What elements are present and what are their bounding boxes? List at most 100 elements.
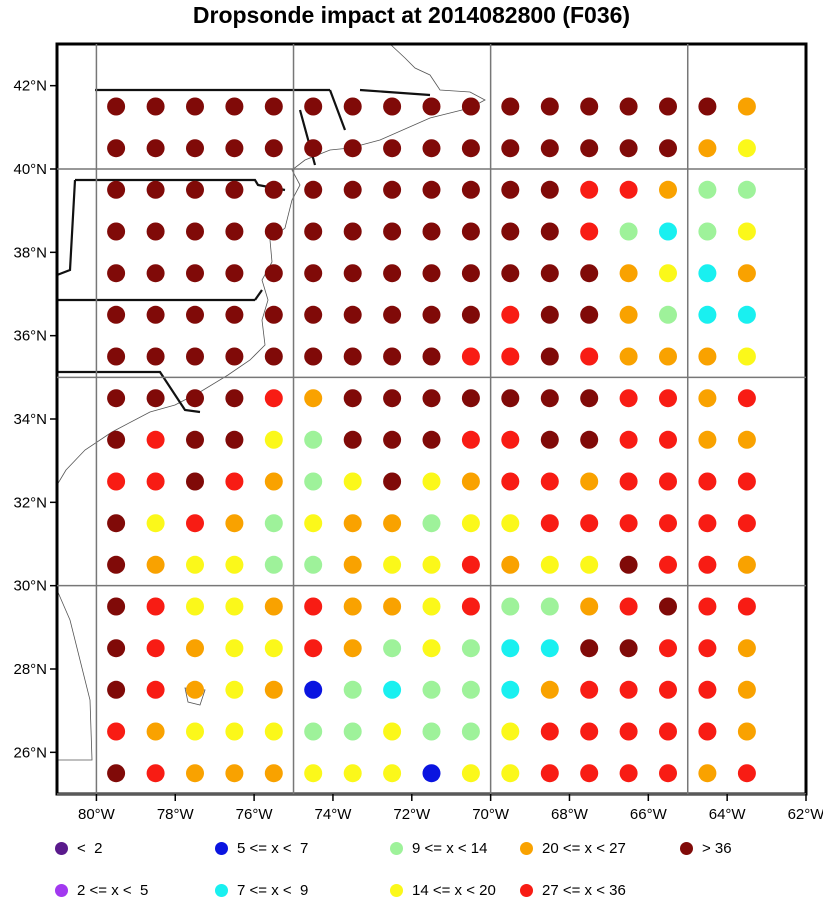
impact-dot [461, 680, 480, 699]
impact-dot [343, 514, 362, 533]
legend-item: > 36 [680, 838, 732, 858]
impact-dot [540, 430, 559, 449]
impact-dot [619, 97, 638, 116]
impact-dot [383, 180, 402, 199]
impact-dot [501, 555, 520, 574]
legend-item: 20 <= x < 27 [520, 838, 626, 858]
impact-dot [186, 680, 204, 699]
legend-label: > 36 [702, 839, 732, 857]
lat-tick-label: 38°N [13, 244, 47, 261]
impact-dot [659, 722, 677, 741]
impact-dot [698, 222, 717, 241]
impact-dot [146, 722, 165, 741]
impact-dot [383, 472, 402, 491]
impact-dot [225, 597, 244, 616]
lon-tick-label: 76°W [236, 806, 274, 823]
impact-dot [343, 264, 362, 283]
impact-dot [540, 555, 559, 574]
lat-tick-label: 28°N [13, 661, 47, 678]
impact-dot [422, 514, 441, 533]
impact-dot [304, 555, 323, 574]
impact-dot [698, 680, 717, 699]
impact-dot [107, 430, 126, 449]
land-layer [56, 43, 486, 761]
impact-dot [146, 139, 165, 158]
impact-dot [186, 764, 204, 783]
impact-dot [146, 97, 165, 116]
impact-dot [619, 180, 638, 199]
impact-dot [461, 264, 480, 283]
impact-dot [659, 597, 677, 616]
impact-dot [146, 472, 165, 491]
impact-dot [383, 389, 402, 408]
impact-dot [146, 597, 165, 616]
impact-dot [422, 680, 441, 699]
lat-tick-label: 36°N [13, 328, 47, 345]
lon-tick-label: 64°W [709, 806, 747, 823]
impact-dot [225, 139, 244, 158]
impact-dot [422, 180, 441, 199]
impact-dot [737, 305, 756, 324]
impact-dot [225, 180, 244, 199]
impact-dot [461, 347, 480, 366]
impact-dot [501, 472, 520, 491]
impact-dot [343, 305, 362, 324]
impact-dot [304, 639, 323, 658]
impact-dot [737, 597, 756, 616]
impact-dot [264, 305, 283, 324]
impact-dot [737, 222, 756, 241]
impact-dot [580, 764, 599, 783]
impact-dot [186, 389, 204, 408]
impact-dot [422, 222, 441, 241]
impact-dot [737, 472, 756, 491]
impact-dot [540, 347, 559, 366]
impact-dot [501, 514, 520, 533]
impact-dot [580, 389, 599, 408]
impact-dot [422, 430, 441, 449]
impact-dot [619, 639, 638, 658]
impact-dot [264, 722, 283, 741]
impact-dot [186, 555, 204, 574]
impact-dot [422, 347, 441, 366]
impact-dot [343, 97, 362, 116]
impact-dot [698, 555, 717, 574]
impact-dot [186, 639, 204, 658]
impact-dot [343, 722, 362, 741]
impact-dot [461, 597, 480, 616]
impact-dot [343, 389, 362, 408]
legend-label: 27 <= x < 36 [542, 881, 626, 899]
impact-dot [186, 722, 204, 741]
impact-dot [264, 639, 283, 658]
legend-label: 7 <= x < 9 [237, 881, 309, 899]
chart-title: Dropsonde impact at 2014082800 (F036) [192, 2, 631, 28]
impact-dot [737, 430, 756, 449]
impact-dot [698, 264, 717, 283]
impact-dot [107, 639, 126, 658]
impact-dot [659, 139, 677, 158]
impact-dot [107, 305, 126, 324]
impact-dot [461, 639, 480, 658]
impact-dot [737, 389, 756, 408]
impact-dot [146, 514, 165, 533]
impact-dot [698, 514, 717, 533]
impact-dot [304, 389, 323, 408]
impact-dot [186, 430, 204, 449]
impact-dot [619, 222, 638, 241]
impact-dot [186, 347, 204, 366]
legend-swatch [215, 883, 228, 897]
impact-dot [186, 139, 204, 158]
legend-item: 2 <= x < 5 [55, 880, 148, 900]
impact-dot [225, 347, 244, 366]
impact-dot [225, 305, 244, 324]
impact-dot [146, 305, 165, 324]
us-east-coast-land [56, 43, 486, 487]
impact-dot [698, 722, 717, 741]
impact-dot [304, 430, 323, 449]
lat-tick-label: 26°N [13, 744, 47, 761]
legend-item: < 2 [55, 838, 102, 858]
impact-dot [698, 472, 717, 491]
impact-dot [619, 430, 638, 449]
impact-dot [619, 764, 638, 783]
impact-dot [383, 680, 402, 699]
